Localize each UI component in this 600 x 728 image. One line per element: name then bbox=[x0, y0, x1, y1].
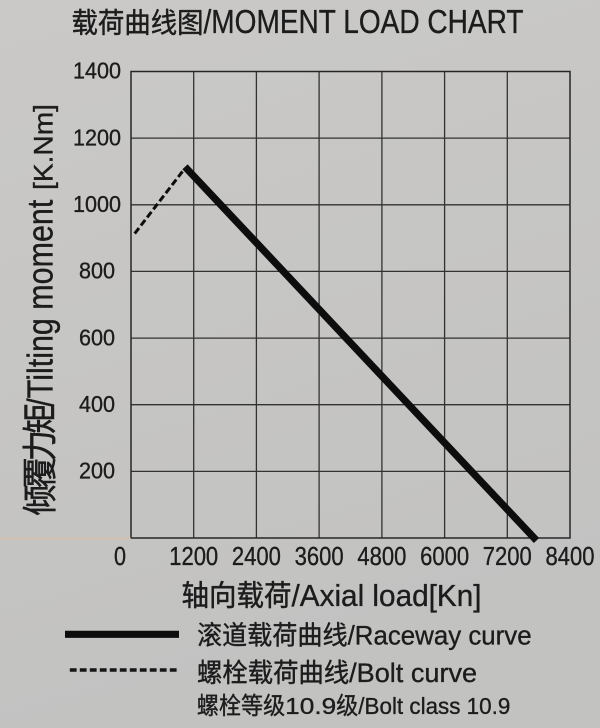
svg-text:3600: 3600 bbox=[295, 541, 344, 571]
svg-text:0: 0 bbox=[114, 541, 126, 571]
svg-text:1400: 1400 bbox=[73, 58, 121, 84]
svg-text:/Raceway curve: /Raceway curve bbox=[348, 621, 532, 651]
svg-text:7200: 7200 bbox=[483, 541, 532, 571]
svg-text:400: 400 bbox=[79, 391, 115, 417]
svg-text:/MOMENT LOAD CHART: /MOMENT LOAD CHART bbox=[204, 3, 524, 40]
svg-text:4800: 4800 bbox=[357, 541, 406, 571]
svg-text:1000: 1000 bbox=[73, 191, 121, 217]
svg-text:2400: 2400 bbox=[232, 541, 281, 571]
svg-text:/Axial load[Kn]: /Axial load[Kn] bbox=[292, 578, 482, 613]
svg-text:1200: 1200 bbox=[169, 541, 218, 571]
svg-text:200: 200 bbox=[79, 458, 115, 484]
svg-text:600: 600 bbox=[79, 324, 115, 350]
svg-text:8400: 8400 bbox=[546, 541, 595, 571]
svg-text:/Bolt class 10.9: /Bolt class 10.9 bbox=[358, 693, 510, 719]
svg-text:800: 800 bbox=[79, 258, 115, 284]
svg-text:/Bolt curve: /Bolt curve bbox=[349, 658, 477, 688]
svg-text:6000: 6000 bbox=[420, 541, 469, 571]
svg-text:[K.Nm]: [K.Nm] bbox=[29, 104, 59, 190]
svg-text:/Tilting moment: /Tilting moment bbox=[20, 200, 61, 407]
svg-text:10.9: 10.9 bbox=[285, 693, 336, 719]
svg-text:1200: 1200 bbox=[73, 124, 121, 150]
